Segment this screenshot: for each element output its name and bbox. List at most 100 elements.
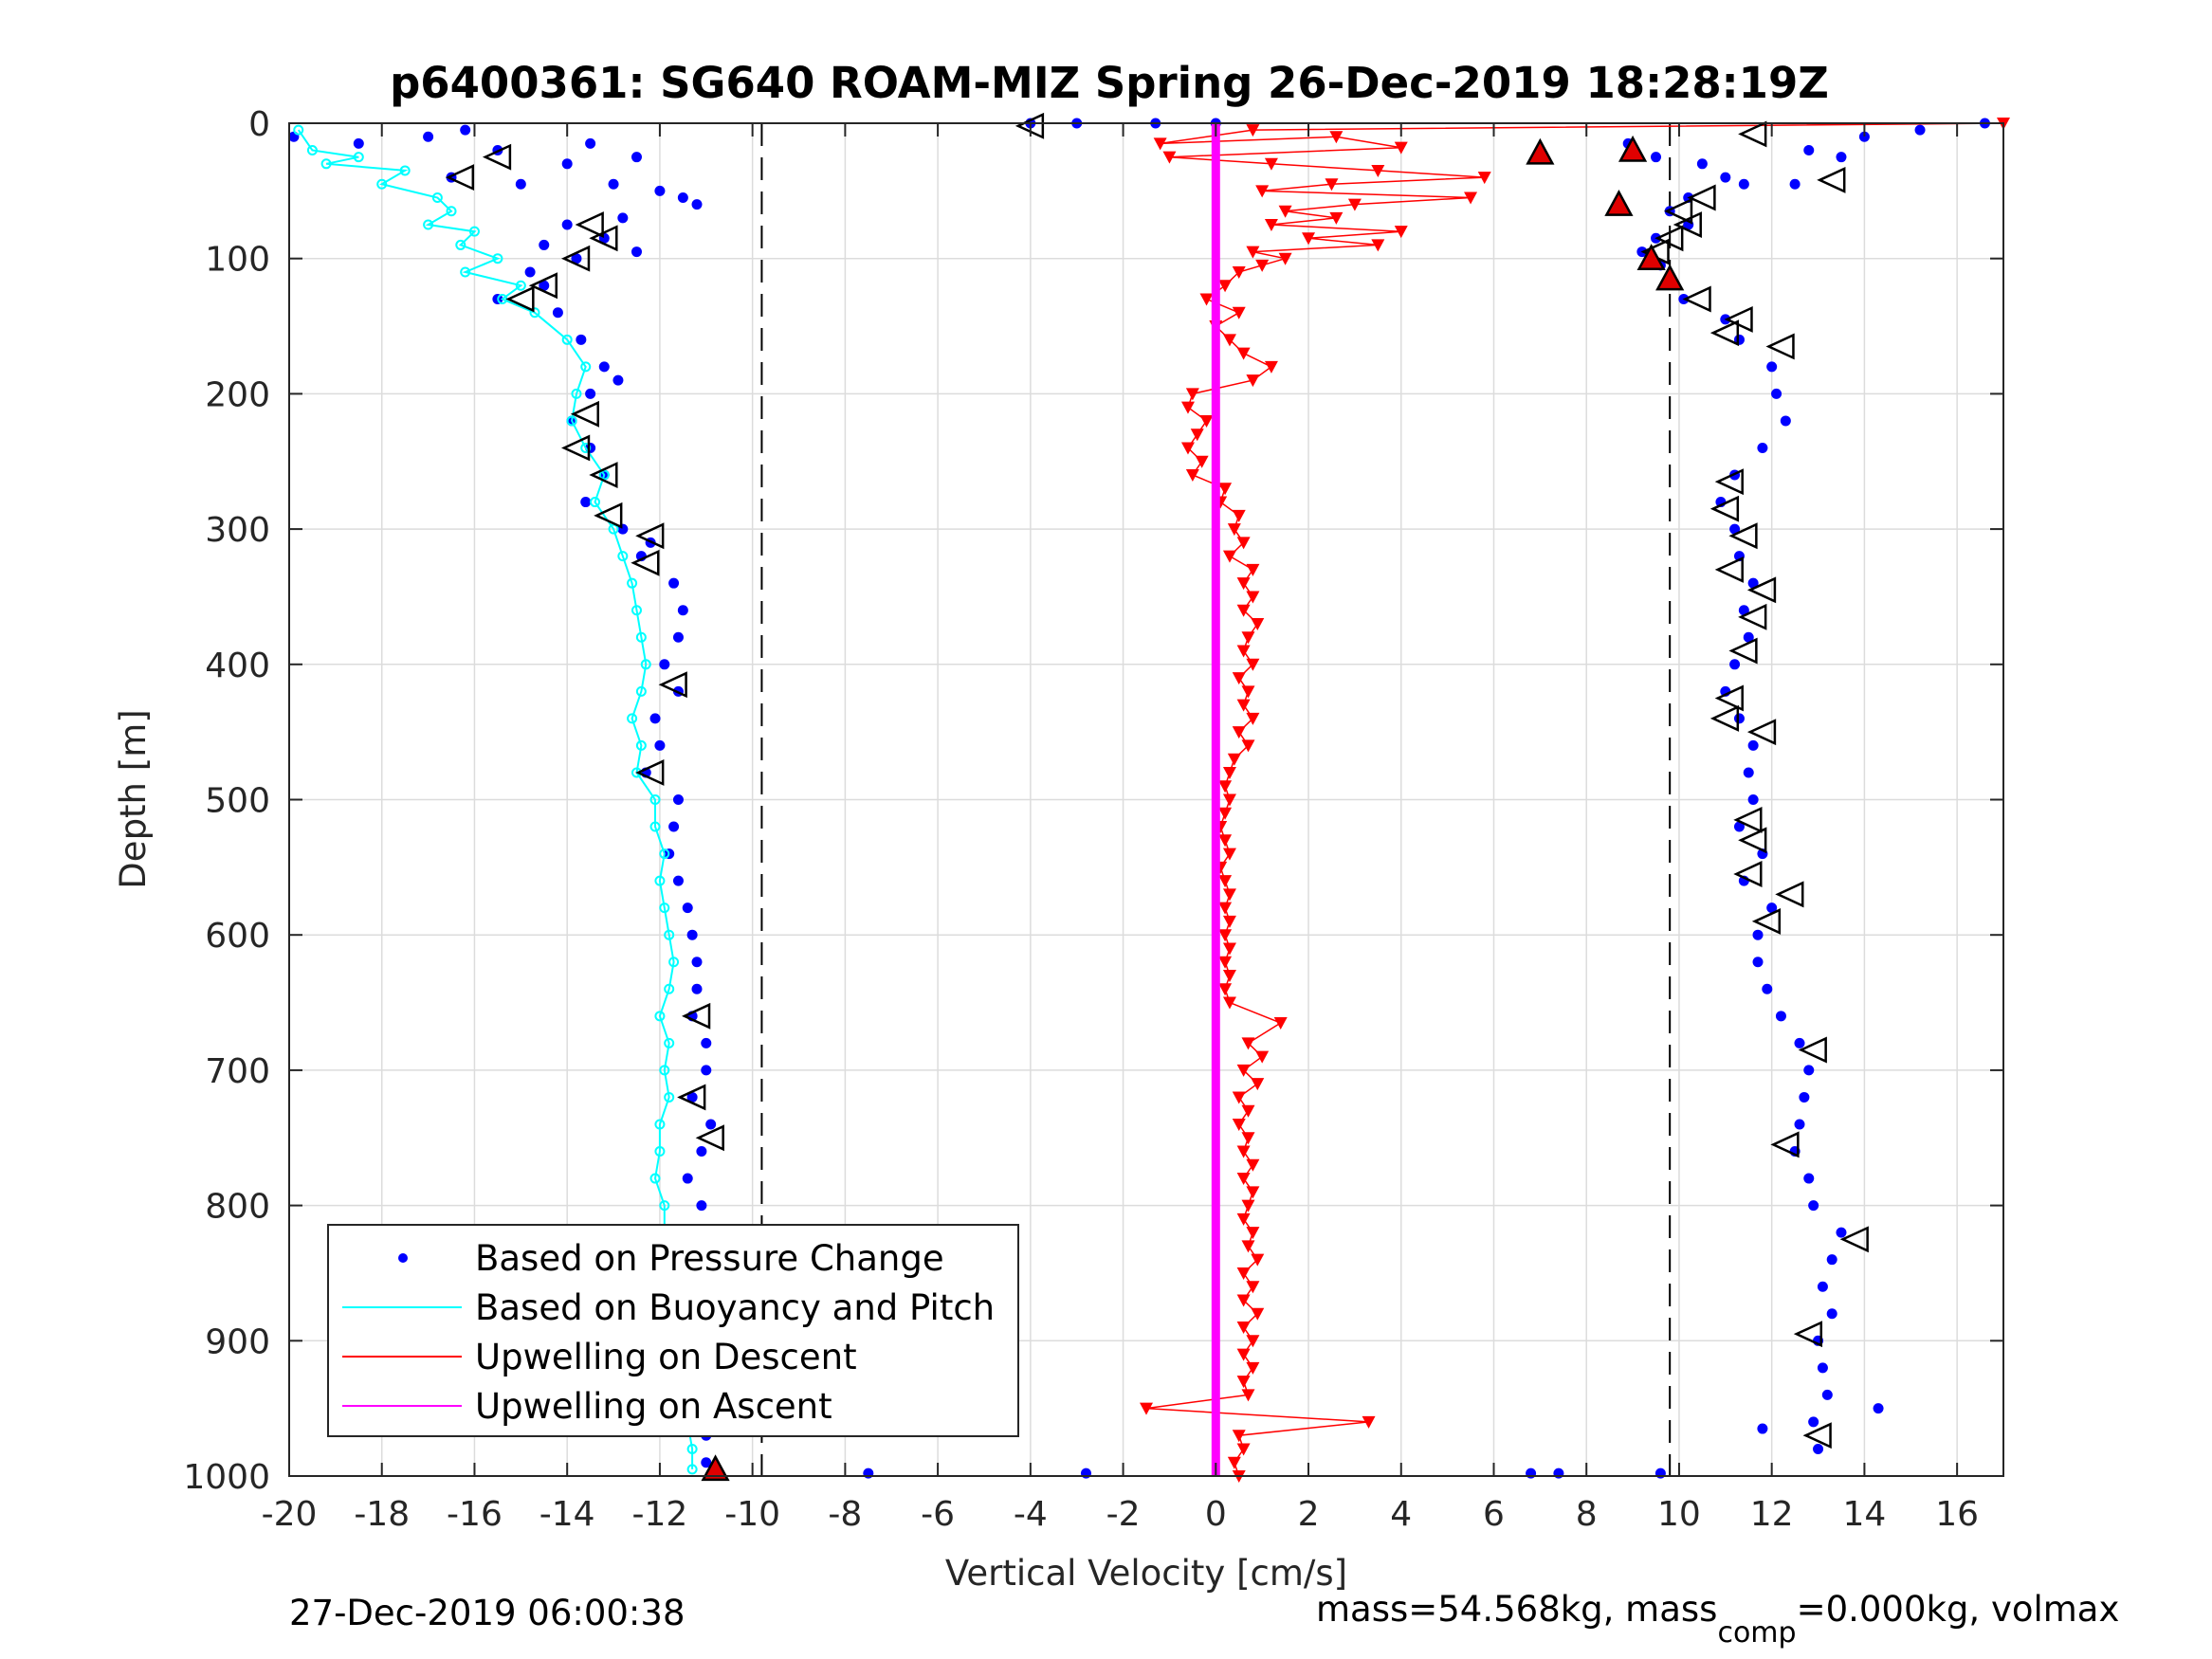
triangle-marker [1654,225,1684,252]
buoyancy-point [659,1200,670,1212]
descent-point [1371,164,1385,177]
descent-point [1232,672,1246,685]
pressure-point [1738,605,1749,616]
descent-point [1394,226,1408,239]
buoyancy-point [627,713,638,724]
x-tick-label: -16 [447,1495,503,1534]
buoyancy-point [460,266,471,278]
red-triangle-marker [701,1454,730,1482]
pressure-point [1914,124,1926,136]
pressure-point [1789,178,1801,190]
buoyancy-point [399,165,411,176]
triangle-marker [1839,1226,1869,1253]
buoyancy-point [654,1011,666,1022]
pressure-point [571,253,582,264]
buoyancy-point [446,206,457,217]
descent-point [1185,388,1199,401]
pressure-point [539,280,550,291]
descent-point [1246,591,1260,604]
pressure-point [1803,1065,1815,1076]
pressure-point [1826,1254,1837,1266]
pressure-point [539,239,550,250]
pressure-point [1747,739,1759,751]
pressure-point [1747,794,1759,805]
pressure-point [672,875,684,886]
buoyancy-point [515,280,526,291]
descent-point [1241,1037,1255,1050]
descent-point [1218,280,1233,293]
x-tick-label: 8 [1576,1495,1598,1534]
x-axis-ticks: -20 -18 -16 -14 -12 -10 -8 -6 -4 -2 0 2 4 6 8 10 12 14 16 [262,123,1979,1534]
x-tick-label: -18 [354,1495,410,1534]
descent-point [1255,185,1270,198]
descent-point [1246,1281,1260,1294]
x-axis-label: Vertical Velocity [cm/s] [945,1553,1347,1594]
descent-point [1222,888,1236,902]
descent-point [1236,1322,1251,1335]
descent-point [1236,1376,1251,1389]
descent-point [1246,1158,1260,1172]
pressure-point [701,1065,712,1076]
descent-point [1347,198,1362,211]
triangle-marker [1714,468,1744,496]
pressure-point [649,713,661,724]
descent-point [1264,360,1278,374]
descent-point [1264,157,1278,171]
pressure-point [668,821,680,832]
descent-point [1232,306,1246,319]
descent-point [1236,1064,1251,1077]
buoyancy-point [598,469,610,481]
descent-point [1218,875,1233,888]
red-triangle-marker [1526,137,1555,165]
descent-point [1236,537,1251,550]
triangle-marker [1802,1422,1832,1449]
buoyancy-point [376,178,388,190]
triangle-marker [1738,120,1767,148]
buoyancy-point [649,821,661,832]
descent-point [1222,848,1236,861]
buoyancy-point [668,957,680,968]
descent-point [1255,1050,1270,1064]
triangle-marker [589,462,618,488]
y-tick-label: 0 [248,105,270,144]
descent-point [1218,807,1233,820]
triangle-marker [570,400,599,428]
pressure-point [1836,1227,1847,1238]
x-tick-label: -8 [828,1495,862,1534]
descent-point [1236,1212,1251,1226]
triangle-marker [1728,522,1758,550]
buoyancy-point [659,902,670,914]
pressure-point [1826,1308,1837,1320]
descent-point [1329,211,1344,225]
descent-point [1236,347,1251,360]
x-tick-label: -6 [921,1495,955,1534]
descent-point [1246,1186,1260,1199]
triangle-marker [695,1124,724,1152]
pressure-point [701,1457,712,1468]
legend-label: Upwelling on Descent [475,1337,857,1377]
pressure-point [672,631,684,643]
descent-point [1246,124,1260,137]
pressure-point [353,137,364,149]
triangle-marker [589,225,618,252]
buoyancy-point [353,152,364,163]
descent-point [1162,151,1177,164]
triangle-marker [505,285,535,313]
footer-mass-info: mass=54.568kg, masscomp=0.000kg, volmax [1316,1589,2119,1650]
triangle-marker [1733,861,1763,887]
red-triangle-marker [1636,244,1666,270]
pressure-point [691,957,703,968]
descent-point [1232,1118,1246,1131]
descent-point [1255,259,1270,272]
triangle-marker [1798,1036,1827,1064]
triangle-marker [1724,305,1753,333]
x-tick-label: -2 [1106,1495,1141,1534]
pressure-point [1794,1119,1805,1130]
pressure-point [1762,983,1773,994]
descent-point [1246,1227,1260,1240]
descent-point [1227,523,1241,537]
descent-point [1241,1199,1255,1212]
buoyancy-point [654,1119,666,1130]
triangle-marker [1770,1131,1800,1158]
descent-point [1236,645,1251,658]
